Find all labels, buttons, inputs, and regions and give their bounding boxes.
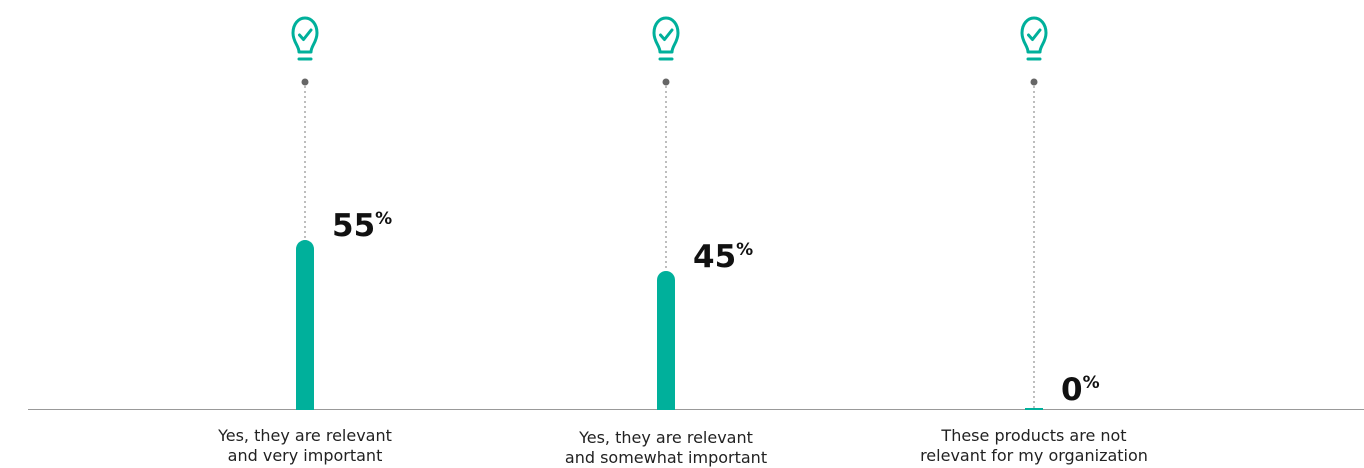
lightbulb-check-icon <box>652 16 680 61</box>
bar <box>657 270 675 410</box>
bar <box>1025 408 1043 410</box>
check-mark <box>659 28 674 41</box>
bulb-outline <box>652 16 680 54</box>
data-label-unit: % <box>375 209 392 229</box>
bar <box>296 240 314 410</box>
data-label: 0% <box>1061 372 1100 408</box>
category-label: Yes, they are relevant <box>217 426 392 445</box>
lightbulb-check-icon <box>1020 16 1048 61</box>
category-label: relevant for my organization <box>920 446 1148 465</box>
bulb-outline <box>1020 16 1048 54</box>
leader-dot <box>662 78 670 86</box>
category-label: Yes, they are relevant <box>578 428 753 447</box>
leader-dot <box>1030 78 1038 86</box>
leader-dot <box>301 78 309 86</box>
check-mark <box>1027 28 1042 41</box>
bulb-outline <box>291 16 319 54</box>
check-mark <box>298 28 313 41</box>
data-label-unit: % <box>736 240 753 260</box>
data-label: 55% <box>332 208 392 244</box>
category-label: and somewhat important <box>565 448 767 467</box>
category-label: and very important <box>228 446 383 465</box>
category-label: These products are not <box>940 426 1126 445</box>
data-label-unit: % <box>1083 373 1100 393</box>
lightbulb-check-icon <box>291 16 319 61</box>
data-label: 45% <box>693 239 753 275</box>
